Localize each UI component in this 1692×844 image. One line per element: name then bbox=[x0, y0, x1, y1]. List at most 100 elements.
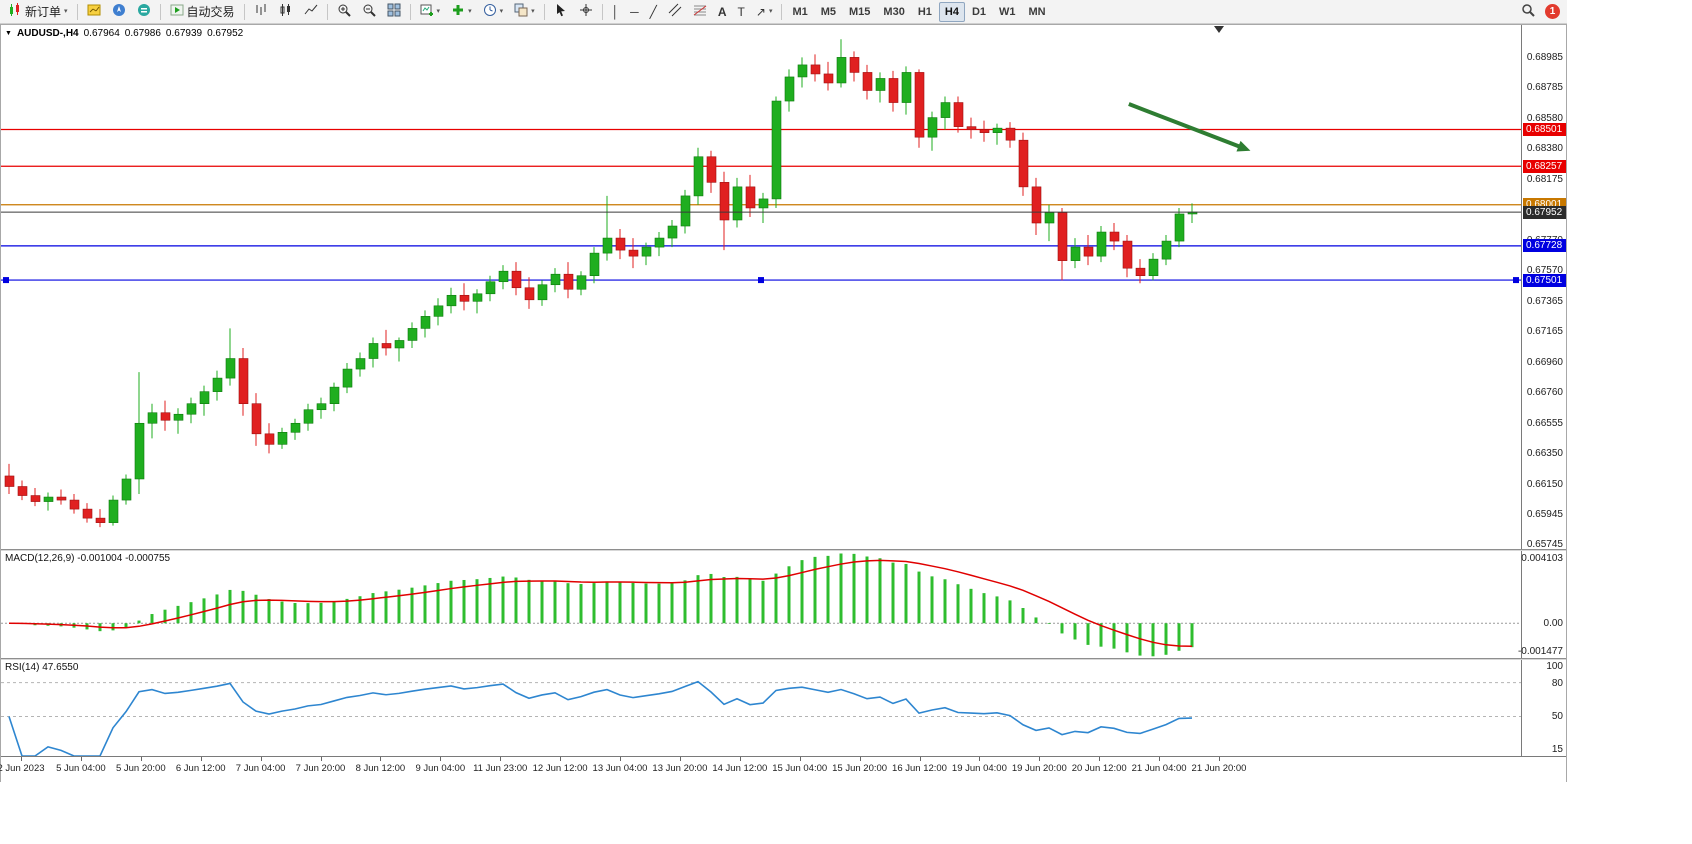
line-chart-button[interactable] bbox=[299, 1, 323, 23]
candlestick-chart-button[interactable] bbox=[274, 1, 298, 23]
text-icon: A bbox=[717, 4, 727, 19]
timeframe-m15-button[interactable]: M15 bbox=[849, 5, 871, 18]
candle-down bbox=[719, 182, 730, 221]
horizontal-line-tool-button[interactable]: ─ bbox=[625, 1, 644, 23]
indicators-plus-icon bbox=[451, 3, 465, 20]
crosshair-button[interactable] bbox=[574, 1, 598, 23]
candle-down bbox=[160, 412, 171, 421]
time-axis-label: 13 Jun 20:00 bbox=[652, 763, 708, 774]
candle-up bbox=[407, 328, 418, 341]
ohlc-close: 0.67952 bbox=[207, 28, 244, 39]
terminal-button[interactable] bbox=[132, 1, 156, 23]
chevron-down-icon: ▾ bbox=[499, 8, 504, 15]
candle-down bbox=[628, 249, 639, 257]
trend-arrow-head[interactable] bbox=[1236, 140, 1251, 152]
time-axis-tick bbox=[1039, 757, 1041, 761]
macd-name: MACD(12,26,9) bbox=[5, 553, 75, 564]
price-axis[interactable]: 0.68985 0.68785 0.68580 0.68380 0.68175 0.679… bbox=[1521, 25, 1566, 549]
chart-shift-marker[interactable] bbox=[1214, 26, 1224, 33]
new-order-label: 新订单 bbox=[25, 5, 62, 19]
chevron-down-icon: ▾ bbox=[64, 8, 68, 15]
price-axis-label: 0.66960 bbox=[1526, 356, 1563, 368]
candle-up bbox=[1096, 231, 1107, 257]
macd-axis[interactable]: 0.004103 0.00 -0.001477 bbox=[1517, 551, 1566, 658]
candle-down bbox=[4, 475, 15, 487]
rsi-axis[interactable]: 100 80 50 15 bbox=[1521, 660, 1566, 756]
cursor-button[interactable] bbox=[549, 1, 573, 23]
one-click-trading-toggle[interactable]: ▼ bbox=[5, 30, 12, 37]
time-axis-label: 16 Jun 12:00 bbox=[892, 763, 947, 774]
new-chart-button[interactable]: ▾ bbox=[415, 1, 446, 23]
toolbar-separator bbox=[326, 3, 328, 20]
macd-canvas[interactable] bbox=[1, 551, 1521, 658]
candle-up bbox=[1174, 213, 1185, 242]
candle-up bbox=[940, 102, 951, 118]
timeframe-m5-button[interactable]: M5 bbox=[820, 5, 837, 18]
toolbar-separator bbox=[76, 3, 78, 20]
time-axis-tick bbox=[739, 757, 741, 761]
line-handle[interactable] bbox=[3, 277, 9, 284]
zoom-out-button[interactable] bbox=[357, 1, 381, 23]
timeframe-mn-button[interactable]: MN bbox=[1028, 5, 1046, 18]
chart-window: ▼ AUDUSD-,H4 0.67964 0.67986 0.67939 0.6… bbox=[0, 24, 1567, 782]
panel-separator[interactable] bbox=[1, 549, 1566, 551]
rsi-canvas[interactable] bbox=[1, 660, 1521, 756]
main-toolbar: 新订单 ▾ 自动交易 bbox=[0, 0, 1567, 24]
candle-down bbox=[1005, 127, 1016, 141]
line-handle[interactable] bbox=[758, 277, 764, 284]
panel-separator[interactable] bbox=[1, 658, 1566, 660]
candle-up bbox=[134, 422, 145, 480]
candle-up bbox=[836, 57, 847, 84]
indicators-button[interactable]: ▾ bbox=[446, 1, 477, 23]
notification-badge[interactable]: 1 bbox=[1545, 4, 1560, 19]
fibonacci-tool-button[interactable] bbox=[688, 1, 712, 23]
search-button[interactable] bbox=[1516, 1, 1540, 23]
templates-icon bbox=[514, 3, 528, 20]
templates-button[interactable]: ▾ bbox=[509, 1, 540, 23]
bar-chart-button[interactable] bbox=[249, 1, 273, 23]
time-axis-tick bbox=[200, 757, 202, 761]
price-axis-label: 0.67365 bbox=[1526, 295, 1563, 307]
text-label-tool-button[interactable]: T bbox=[733, 1, 750, 23]
cursor-icon bbox=[554, 3, 568, 20]
bar-chart-icon bbox=[254, 3, 268, 20]
timeframe-m30-button[interactable]: M30 bbox=[883, 5, 905, 18]
market-watch-button[interactable] bbox=[82, 1, 106, 23]
timeframe-h4-button[interactable]: H4 bbox=[938, 1, 965, 22]
candle-up bbox=[589, 252, 600, 277]
vertical-line-tool-button[interactable]: │ bbox=[607, 1, 625, 23]
candle-down bbox=[1057, 212, 1068, 261]
autotrade-button[interactable]: 自动交易 bbox=[165, 1, 240, 23]
arrows-tool-button[interactable]: ↗ ▾ bbox=[751, 1, 778, 23]
trend-arrow-line[interactable] bbox=[1128, 102, 1246, 151]
candle-down bbox=[888, 78, 899, 103]
timeframe-w1-button[interactable]: W1 bbox=[999, 5, 1016, 18]
navigator-button[interactable] bbox=[107, 1, 131, 23]
periods-button[interactable]: ▾ bbox=[478, 1, 509, 23]
search-icon bbox=[1521, 3, 1535, 20]
price-axis-label: 0.66150 bbox=[1526, 478, 1563, 490]
timeframe-m1-button[interactable]: M1 bbox=[792, 5, 808, 18]
candle-up bbox=[225, 358, 236, 379]
candle-up bbox=[277, 432, 288, 445]
text-tool-button[interactable]: A bbox=[713, 1, 732, 23]
trendline-tool-button[interactable]: ╱ bbox=[645, 1, 662, 23]
new-order-button[interactable]: 新订单 ▾ bbox=[3, 1, 73, 23]
timeframe-d1-button[interactable]: D1 bbox=[971, 5, 987, 18]
channel-tool-button[interactable] bbox=[663, 1, 687, 23]
rsi-value: 47.6550 bbox=[42, 662, 79, 673]
chevron-down-icon: ▾ bbox=[768, 8, 773, 15]
line-handle[interactable] bbox=[1513, 277, 1519, 284]
time-axis[interactable]: 2 Jun 2023 5 Jun 04:00 5 Jun 20:00 6 Jun 12… bbox=[0, 756, 1566, 782]
price-chart-canvas[interactable] bbox=[1, 25, 1521, 549]
macd-signal-line bbox=[8, 559, 1193, 647]
timeframe-h1-button[interactable]: H1 bbox=[917, 5, 932, 18]
macd-axis-label: -0.001477 bbox=[1517, 646, 1563, 657]
candle-down bbox=[1135, 267, 1146, 277]
price-axis-label: 0.65945 bbox=[1526, 509, 1563, 521]
zoom-in-button[interactable] bbox=[332, 1, 356, 23]
rsi-axis-label: 50 bbox=[1551, 711, 1563, 723]
candle-up bbox=[797, 64, 808, 78]
tile-windows-button[interactable] bbox=[382, 1, 406, 23]
toolbar-separator bbox=[243, 3, 245, 20]
